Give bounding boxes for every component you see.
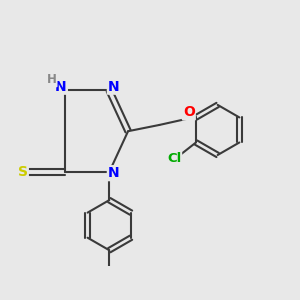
Text: N: N xyxy=(108,80,119,94)
Text: Cl: Cl xyxy=(167,152,181,165)
Text: N: N xyxy=(55,80,67,94)
Text: N: N xyxy=(108,166,119,180)
Text: O: O xyxy=(183,105,195,119)
Text: H: H xyxy=(47,73,57,86)
Text: S: S xyxy=(18,165,28,179)
